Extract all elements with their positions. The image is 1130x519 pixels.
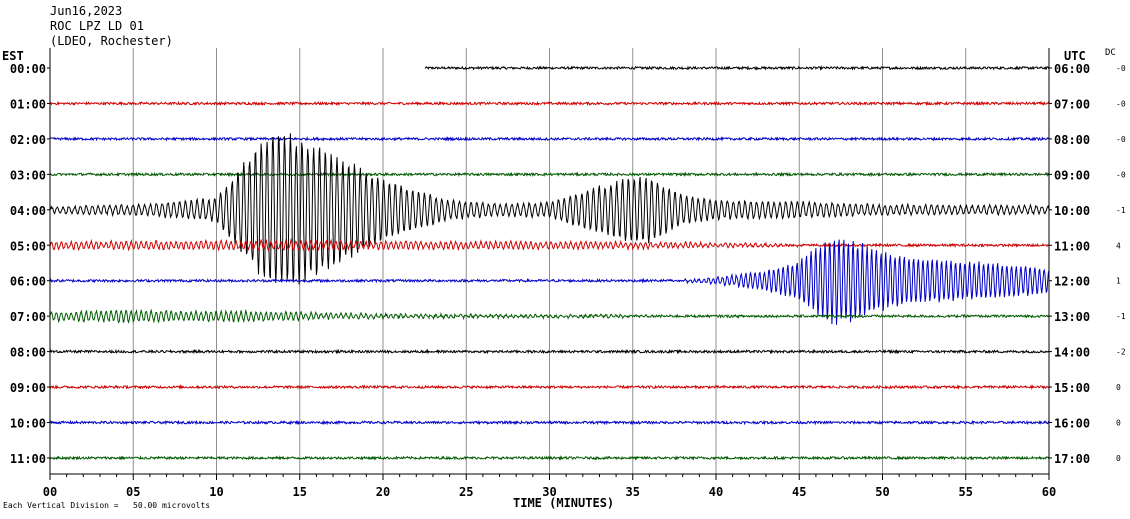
dc-offset-label: 0 (1116, 383, 1121, 392)
est-time-label: 06:00 (10, 275, 46, 289)
est-time-label: 08:00 (10, 346, 46, 360)
dc-offset-label: 1 (1116, 277, 1121, 286)
x-tick-label: 45 (792, 485, 806, 499)
est-time-label: 09:00 (10, 381, 46, 395)
header-station: ROC LPZ LD 01 (50, 19, 144, 33)
trace-1400 (49, 348, 1050, 355)
traces (49, 65, 1050, 461)
trace-1500 (49, 384, 1050, 391)
utc-time-label: 17:00 (1054, 452, 1090, 466)
utc-time-label: 13:00 (1054, 310, 1090, 324)
dc-offset-label: -1 (1116, 206, 1126, 215)
left-timezone-label: EST (2, 49, 24, 63)
right-timezone-label: UTC (1064, 49, 1086, 63)
x-tick-label: 50 (875, 485, 889, 499)
dc-offset-label: -2 (1116, 348, 1126, 357)
trace-1300 (49, 308, 1050, 324)
est-time-label: 03:00 (10, 168, 46, 182)
header-location: (LDEO, Rochester) (50, 34, 173, 48)
dc-offset-label: -0 (1116, 64, 1126, 73)
dc-offset-label: 0 (1116, 454, 1121, 463)
trace-0900 (49, 171, 1050, 178)
dc-offset-label: -1 (1116, 312, 1126, 321)
x-tick-label: 10 (209, 485, 223, 499)
x-tick-label: 35 (626, 485, 640, 499)
trace-1100 (49, 237, 1050, 252)
utc-time-label: 14:00 (1054, 346, 1090, 360)
x-tick-label: 30 (542, 485, 556, 499)
grid-lines (132, 48, 967, 474)
utc-time-label: 06:00 (1054, 62, 1090, 76)
utc-time-label: 07:00 (1054, 97, 1090, 111)
trace-0700 (49, 100, 1050, 107)
x-tick-label: 15 (293, 485, 307, 499)
x-tick-label: 05 (126, 485, 140, 499)
x-tick-label: 25 (459, 485, 473, 499)
x-tick-label: 00 (43, 485, 57, 499)
trace-0800 (49, 136, 1050, 142)
utc-time-label: 15:00 (1054, 381, 1090, 395)
x-tick-label: 40 (709, 485, 723, 499)
trace-1000 (49, 133, 1050, 285)
row-labels: 00:00 06:00 -0 01:00 07:00 -0 02:00 08:00 -0 03:0… (10, 62, 1126, 466)
x-tick-label: 55 (959, 485, 973, 499)
est-time-label: 00:00 (10, 62, 46, 76)
est-time-label: 02:00 (10, 133, 46, 147)
header-date: Jun16,2023 (50, 4, 123, 18)
dc-offset-label: -0 (1116, 99, 1126, 108)
x-tick-label: 20 (376, 485, 390, 499)
utc-time-label: 16:00 (1054, 417, 1090, 431)
est-time-label: 10:00 (10, 417, 46, 431)
dc-offset-label: -0 (1116, 170, 1126, 179)
trace-1200 (49, 239, 1050, 325)
dc-offset-label: 0 (1116, 419, 1121, 428)
est-time-label: 04:00 (10, 204, 46, 218)
x-tick-label: 60 (1042, 485, 1056, 499)
utc-time-label: 11:00 (1054, 239, 1090, 253)
est-time-label: 07:00 (10, 310, 46, 324)
utc-time-label: 09:00 (1054, 168, 1090, 182)
utc-time-label: 12:00 (1054, 275, 1090, 289)
dc-column-label: DC (1105, 48, 1116, 58)
time-axis: 00 05 10 15 20 25 30 35 40 45 50 55 60 (43, 48, 1056, 499)
est-time-label: 05:00 (10, 239, 46, 253)
x-axis-title: TIME (MINUTES) (513, 496, 615, 510)
utc-time-label: 08:00 (1054, 133, 1090, 147)
trace-1700 (49, 454, 1050, 461)
scale-note: Each Vertical Division = 50.00 microvolt… (3, 501, 211, 510)
est-time-label: 01:00 (10, 97, 46, 111)
trace-0600 (424, 65, 1050, 71)
est-time-label: 11:00 (10, 452, 46, 466)
dc-offset-label: -0 (1116, 135, 1126, 144)
trace-1600 (49, 419, 1050, 426)
dc-offset-label: 4 (1116, 241, 1121, 250)
utc-time-label: 10:00 (1054, 204, 1090, 218)
